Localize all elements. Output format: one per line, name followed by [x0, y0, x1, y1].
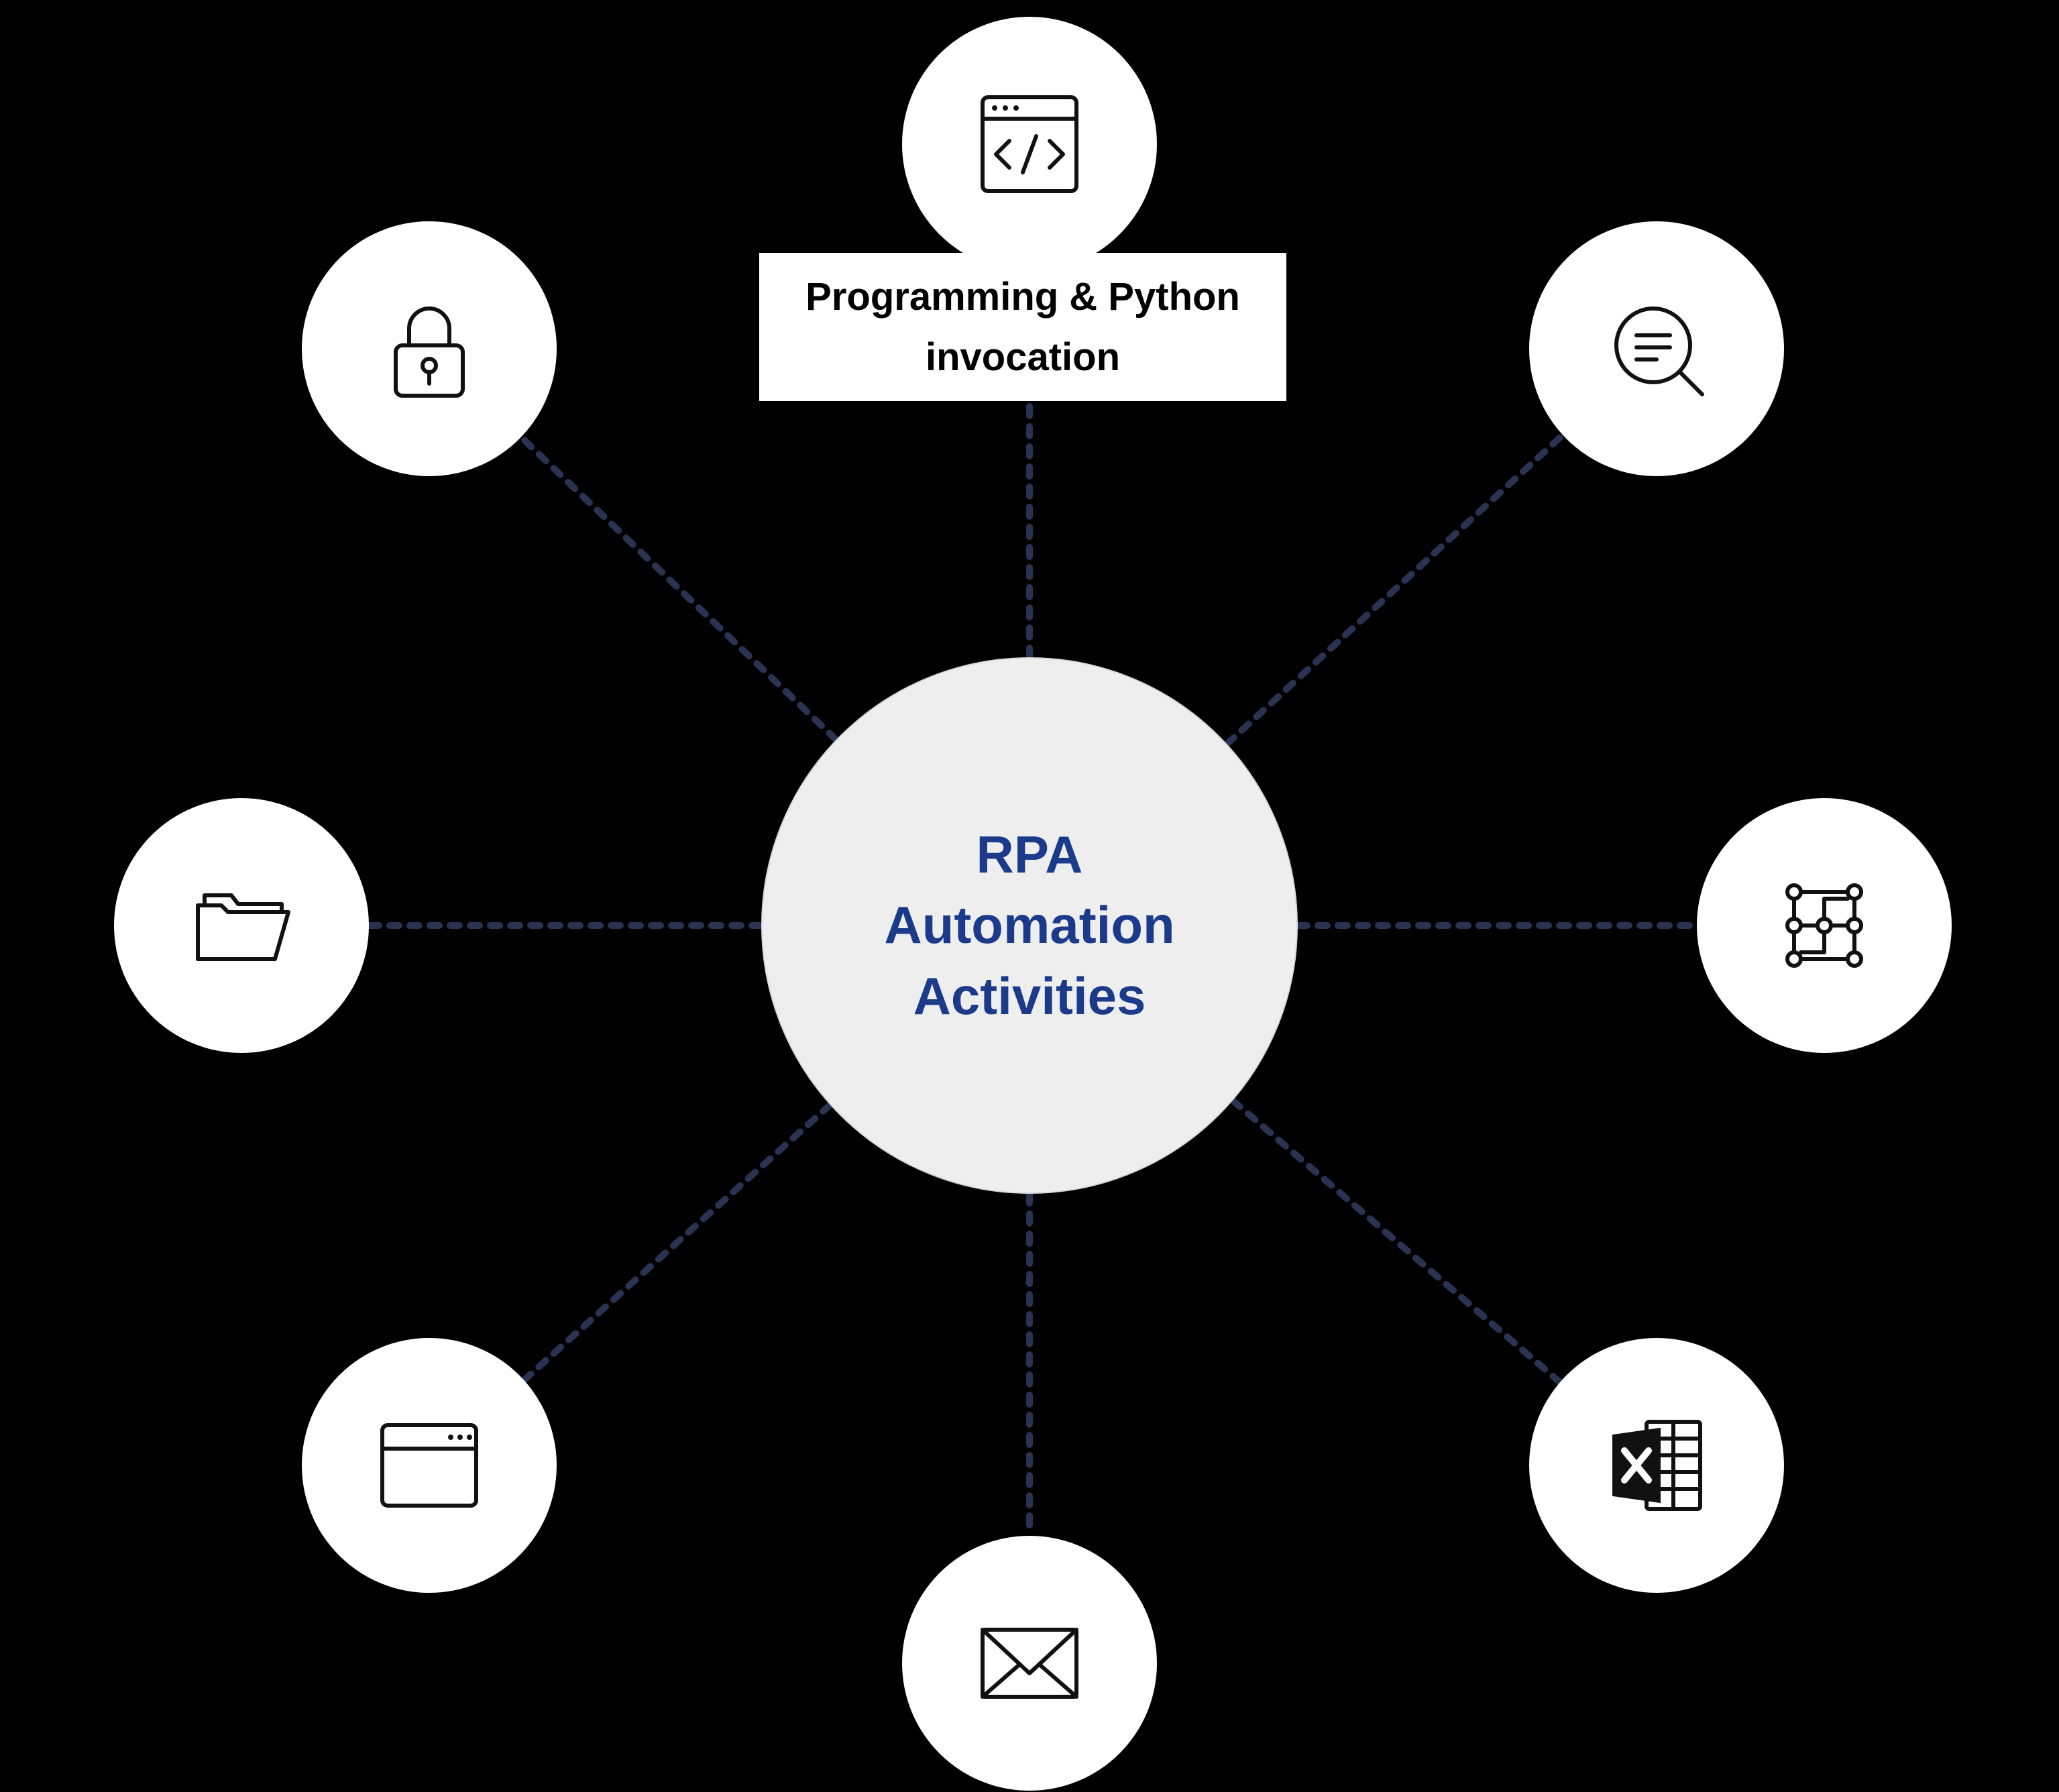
envelope-icon [962, 1596, 1097, 1730]
node-circuit [1697, 798, 1952, 1053]
connector [1227, 435, 1563, 744]
code-window-icon [962, 77, 1097, 211]
connector [1233, 1101, 1560, 1382]
circuit-icon [1757, 858, 1891, 993]
node-lock [302, 221, 557, 476]
node-excel [1529, 1338, 1784, 1593]
node-email [902, 1536, 1157, 1791]
app-window-icon [362, 1398, 496, 1532]
connector [524, 1105, 830, 1380]
rpa-radial-diagram: RPA Automation Activities Programming & P… [0, 0, 2059, 1792]
connector [521, 437, 836, 740]
node-programming [902, 17, 1157, 272]
node-window [302, 1338, 557, 1593]
node-label-programming: Programming & Python invocation [758, 251, 1288, 402]
node-label-programming-text: Programming & Python invocation [805, 267, 1240, 388]
excel-icon [1590, 1398, 1724, 1532]
node-search [1529, 221, 1784, 476]
center-hub-label: RPA Automation Activities [884, 820, 1174, 1031]
lock-icon [362, 282, 496, 416]
folder-icon [174, 858, 309, 993]
search-list-icon [1590, 282, 1724, 416]
node-folder [114, 798, 369, 1053]
center-hub: RPA Automation Activities [761, 657, 1298, 1194]
